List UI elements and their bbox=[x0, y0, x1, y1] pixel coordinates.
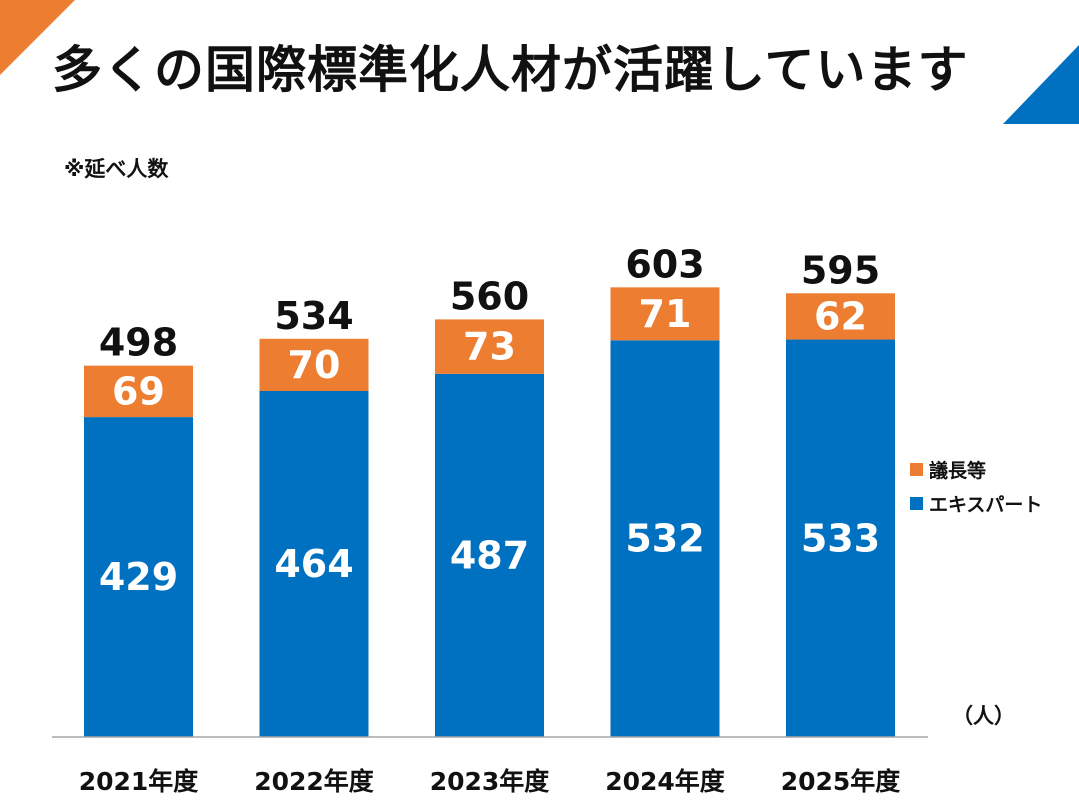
page-title: 多くの国際標準化人材が活躍しています bbox=[52, 41, 969, 99]
data-label-chair: 69 bbox=[112, 369, 165, 413]
data-label-expert: 429 bbox=[99, 555, 178, 599]
bar-chair bbox=[610, 287, 720, 341]
legend-item-chair: 議長等 bbox=[910, 452, 1042, 486]
x-tick-label: 2023年度 bbox=[430, 767, 550, 796]
data-label-total: 595 bbox=[801, 248, 880, 292]
unit-label: （人） bbox=[952, 704, 1015, 728]
x-tick-label: 2021年度 bbox=[79, 767, 199, 796]
bar-chair bbox=[786, 293, 895, 340]
data-label-chair: 71 bbox=[639, 292, 692, 336]
legend-swatch-chair bbox=[910, 462, 923, 476]
legend-item-expert: エキスパート bbox=[910, 486, 1042, 520]
legend: 議長等 エキスパート bbox=[910, 452, 1042, 520]
data-label-expert: 464 bbox=[274, 542, 353, 586]
data-label-chair: 70 bbox=[288, 343, 341, 387]
x-tick-label: 2025年度 bbox=[781, 767, 901, 796]
data-label-expert: 532 bbox=[625, 517, 704, 561]
note-text: ※延べ人数 bbox=[64, 157, 169, 181]
data-label-expert: 533 bbox=[801, 516, 880, 560]
data-label-expert: 487 bbox=[450, 533, 529, 577]
corner-decoration-orange bbox=[0, 0, 75, 75]
bar-expert bbox=[435, 373, 544, 737]
data-label-chair: 73 bbox=[463, 325, 516, 369]
data-label-total: 560 bbox=[450, 274, 529, 318]
x-tick-label: 2024年度 bbox=[605, 767, 725, 796]
legend-label-chair: 議長等 bbox=[929, 459, 987, 482]
data-label-total: 603 bbox=[625, 242, 704, 286]
bar-chair bbox=[259, 338, 369, 391]
bar-chair bbox=[435, 319, 544, 374]
bar-chair bbox=[84, 365, 193, 418]
legend-swatch-expert bbox=[910, 496, 923, 510]
data-label-total: 498 bbox=[99, 321, 178, 365]
bar-expert bbox=[786, 339, 895, 737]
legend-label-expert: エキスパート bbox=[929, 493, 1043, 516]
corner-decoration-blue bbox=[1003, 45, 1079, 124]
x-tick-label: 2022年度 bbox=[254, 767, 374, 796]
bar-expert bbox=[610, 340, 720, 737]
data-label-total: 534 bbox=[274, 294, 353, 338]
x-tick-labels: 2021年度 2022年度 2023年度 2024年度 2025年度 bbox=[79, 767, 901, 796]
bar-expert bbox=[84, 417, 193, 737]
data-label-chair: 62 bbox=[814, 294, 867, 338]
bar-expert bbox=[259, 390, 369, 737]
